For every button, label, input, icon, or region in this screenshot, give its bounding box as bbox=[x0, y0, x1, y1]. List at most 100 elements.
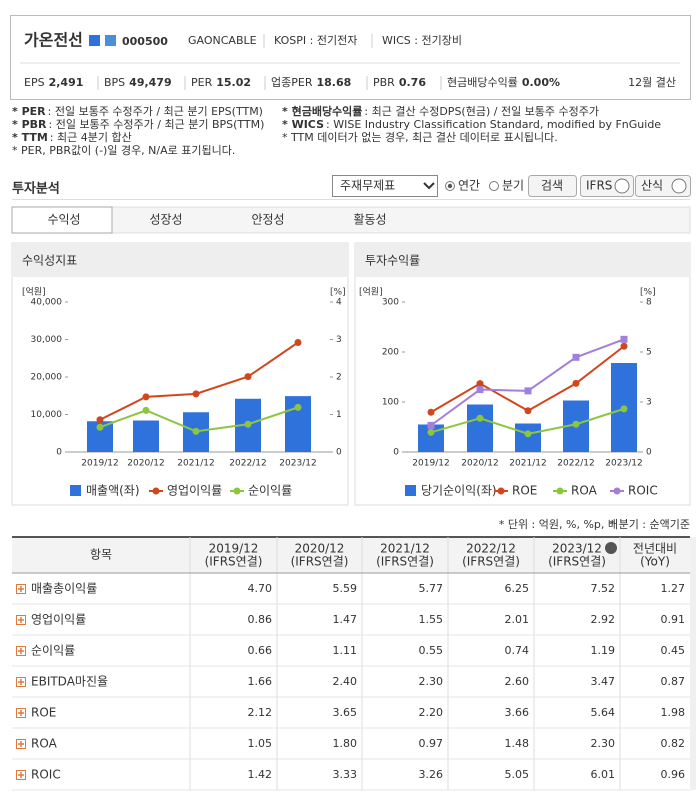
bar bbox=[515, 423, 541, 452]
plus bbox=[18, 741, 24, 747]
note-label: * PER bbox=[12, 105, 46, 118]
legend-marker bbox=[556, 487, 564, 495]
column-header: (IFRS연결) bbox=[205, 555, 263, 569]
cell: 5.59 bbox=[333, 582, 358, 595]
cell: 2.20 bbox=[419, 706, 444, 719]
tab-label: 수익성 bbox=[47, 213, 80, 227]
cell: 1.47 bbox=[333, 613, 358, 626]
marker bbox=[572, 353, 580, 361]
x-tick-label: 2019/12 bbox=[81, 459, 118, 469]
cell: 1.80 bbox=[333, 737, 358, 750]
cell: 1.27 bbox=[661, 582, 686, 595]
cell: 2.30 bbox=[419, 675, 444, 688]
cell: 3.65 bbox=[333, 706, 358, 719]
section-title: 투자분석 bbox=[12, 182, 60, 197]
stat-label: 업종PER bbox=[271, 76, 313, 89]
chart-title: 수익성지표 bbox=[22, 254, 77, 268]
y2-tick-label: 3 bbox=[336, 335, 342, 345]
legend-marker bbox=[497, 487, 505, 495]
button[interactable] bbox=[528, 175, 577, 197]
bar bbox=[133, 420, 159, 452]
cell: 2.01 bbox=[505, 613, 530, 626]
stat-value: 15.02 bbox=[216, 76, 251, 89]
cell: 5.64 bbox=[591, 706, 616, 719]
plus bbox=[18, 679, 24, 685]
cell: 1.66 bbox=[248, 675, 273, 688]
cell: 6.01 bbox=[591, 768, 616, 781]
note-text: : 전일 보통주 수정주가 / 최근 분기 EPS(TTM) bbox=[48, 104, 263, 118]
cell: 3.26 bbox=[419, 768, 444, 781]
cell: 2.92 bbox=[591, 613, 616, 626]
marker bbox=[524, 430, 532, 438]
chart-header bbox=[355, 243, 690, 277]
row-label: ROA bbox=[31, 737, 58, 751]
column-header: 항목 bbox=[90, 548, 112, 562]
y2-axis-label: [%] bbox=[330, 288, 346, 298]
marker bbox=[192, 390, 200, 398]
settle: 12월 결산 bbox=[628, 76, 676, 89]
x-tick-label: 2023/12 bbox=[605, 459, 642, 469]
column-header: 2023/12 bbox=[552, 542, 602, 556]
button-text: 검색 bbox=[541, 179, 563, 193]
x-tick-label: 2022/12 bbox=[557, 459, 594, 469]
marker bbox=[96, 423, 104, 431]
cell: 7.52 bbox=[591, 582, 616, 595]
select[interactable] bbox=[332, 175, 438, 197]
cell: 3.47 bbox=[591, 675, 616, 688]
stat-value: 18.68 bbox=[316, 76, 351, 89]
select-text: 주재무제표 bbox=[340, 179, 395, 193]
marker bbox=[96, 416, 104, 424]
y2-tick-label: 3 bbox=[646, 397, 652, 407]
info-icon[interactable] bbox=[105, 35, 116, 46]
column-header: 2021/12 bbox=[380, 542, 430, 556]
cell: 5.05 bbox=[505, 768, 530, 781]
cell: 0.91 bbox=[661, 613, 686, 626]
row-label: 영업이익률 bbox=[31, 613, 86, 627]
marker bbox=[476, 386, 484, 394]
bar bbox=[467, 404, 493, 452]
header-item: WICS : 전기장비 bbox=[382, 34, 462, 47]
table-header bbox=[12, 537, 690, 573]
cell: 0.74 bbox=[505, 644, 530, 657]
marker bbox=[244, 420, 252, 428]
marker bbox=[294, 403, 302, 411]
column-header: (IFRS연결) bbox=[376, 555, 434, 569]
row-label: ROE bbox=[31, 706, 56, 720]
tab-bar bbox=[11, 206, 691, 234]
legend-label: ROA bbox=[571, 484, 598, 498]
marker bbox=[572, 420, 580, 428]
row-label: EBITDA마진율 bbox=[31, 675, 108, 689]
column-header: 2019/12 bbox=[209, 542, 259, 556]
stat-value: 0.76 bbox=[399, 76, 426, 89]
radio[interactable] bbox=[489, 181, 499, 191]
cell: 1.48 bbox=[505, 737, 530, 750]
cell: 0.82 bbox=[661, 737, 686, 750]
note-label: * PBR bbox=[12, 118, 47, 131]
y2-tick-label: 0 bbox=[336, 448, 342, 458]
radio-dot bbox=[447, 183, 453, 189]
x-tick-label: 2023/12 bbox=[279, 459, 316, 469]
tab-active[interactable] bbox=[11, 206, 113, 234]
legend-marker bbox=[233, 487, 241, 495]
column-header: (IFRS연결) bbox=[291, 555, 349, 569]
x-tick-label: 2020/12 bbox=[461, 459, 498, 469]
help-icon bbox=[614, 178, 630, 194]
expand-icon[interactable] bbox=[605, 542, 617, 554]
y-tick-label: 20,000 bbox=[31, 373, 63, 383]
x-tick-label: 2019/12 bbox=[412, 459, 449, 469]
cell: 1.98 bbox=[661, 706, 686, 719]
note-text: : 최근 결산 수정DPS(현금) / 전일 보통주 수정주가 bbox=[364, 104, 599, 118]
stat-value: 2,491 bbox=[49, 76, 84, 89]
cell: 5.77 bbox=[419, 582, 444, 595]
marker bbox=[142, 393, 150, 401]
stat-label: BPS bbox=[104, 76, 125, 89]
cell: 6.25 bbox=[505, 582, 530, 595]
home-icon[interactable] bbox=[89, 35, 100, 46]
legend-label: ROIC bbox=[628, 484, 658, 498]
y-tick-label: 40,000 bbox=[31, 298, 63, 308]
cell: 4.70 bbox=[248, 582, 273, 595]
cell: 1.42 bbox=[248, 768, 273, 781]
y-axis-label: [억원] bbox=[359, 286, 383, 298]
row-label: 순이익률 bbox=[31, 644, 75, 658]
